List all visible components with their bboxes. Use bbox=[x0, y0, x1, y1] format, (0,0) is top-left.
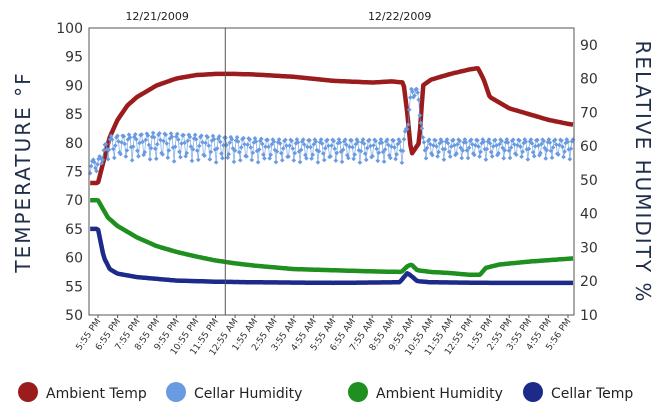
cellar-humidity-point bbox=[357, 160, 363, 165]
y-right-tick-label: 70 bbox=[580, 105, 598, 121]
series-layer bbox=[87, 66, 576, 286]
cellar-humidity-line bbox=[89, 88, 574, 174]
y-left-tick-label: 85 bbox=[65, 107, 83, 123]
date-header: 12/22/2009 bbox=[368, 10, 431, 23]
y-left-tick-label: 95 bbox=[65, 50, 83, 66]
y-right-tick-label: 50 bbox=[580, 173, 598, 189]
y-axis-right-label: RELATIVE HUMIDITY % bbox=[631, 41, 655, 304]
y-right-tick-label: 30 bbox=[580, 240, 598, 256]
cellar-humidity-point bbox=[543, 156, 549, 161]
legend-swatch bbox=[523, 382, 543, 402]
y-axis-left-ticks: 50 55 60 65 70 75 80 85 90 95 100 bbox=[56, 21, 83, 324]
legend-label: Cellar Humidity bbox=[194, 386, 302, 402]
y-left-tick-label: 100 bbox=[56, 21, 83, 37]
y-right-tick-label: 10 bbox=[580, 308, 598, 324]
series-ambient-humidity bbox=[89, 197, 574, 278]
plot-frame bbox=[88, 27, 575, 316]
date-headers: 12/21/2009 12/22/2009 bbox=[125, 10, 431, 23]
series-line bbox=[89, 66, 574, 186]
legend-swatch bbox=[348, 382, 368, 402]
legend-label: Ambient Humidity bbox=[376, 386, 503, 402]
series-cellar-humidity bbox=[87, 86, 576, 176]
y-left-tick-label: 75 bbox=[65, 165, 83, 181]
legend-label: Ambient Temp bbox=[46, 386, 147, 402]
y-axis-left-label: TEMPERATURE °F bbox=[11, 71, 35, 273]
y-left-tick-label: 90 bbox=[65, 78, 83, 94]
y-left-tick-label: 50 bbox=[65, 308, 83, 324]
y-right-tick-label: 60 bbox=[580, 139, 598, 155]
cellar-humidity-point bbox=[213, 160, 219, 165]
cellar-humidity-point bbox=[237, 157, 243, 163]
legend-swatch bbox=[18, 382, 38, 402]
y-left-tick-label: 60 bbox=[65, 251, 83, 267]
y-left-tick-label: 55 bbox=[65, 279, 83, 295]
y-left-tick-label: 65 bbox=[65, 222, 83, 238]
series-cellar-temp bbox=[89, 226, 574, 286]
y-right-tick-label: 20 bbox=[580, 274, 598, 290]
y-right-tick-label: 90 bbox=[580, 38, 598, 54]
series-line bbox=[89, 197, 574, 278]
y-right-tick-label: 40 bbox=[580, 207, 598, 223]
series-ambient-temp bbox=[89, 66, 574, 186]
legend: Ambient Temp Cellar Humidity Ambient Humid… bbox=[18, 382, 633, 402]
date-header: 12/21/2009 bbox=[125, 10, 188, 23]
legend-swatch bbox=[166, 382, 186, 402]
series-line bbox=[89, 226, 574, 286]
y-right-tick-label: 80 bbox=[580, 72, 598, 88]
y-left-tick-label: 70 bbox=[65, 193, 83, 209]
y-axis-right-ticks: 10 20 30 40 50 60 70 80 90 bbox=[580, 38, 598, 324]
cellar-humidity-point bbox=[423, 155, 429, 161]
y-left-tick-label: 80 bbox=[65, 136, 83, 152]
legend-label: Cellar Temp bbox=[551, 386, 633, 402]
x-axis-ticks: 5:55 PM6:55 PM7:55 PM8:55 PM9:55 PM10:55… bbox=[74, 315, 573, 358]
cellar-humidity-point bbox=[315, 160, 321, 165]
